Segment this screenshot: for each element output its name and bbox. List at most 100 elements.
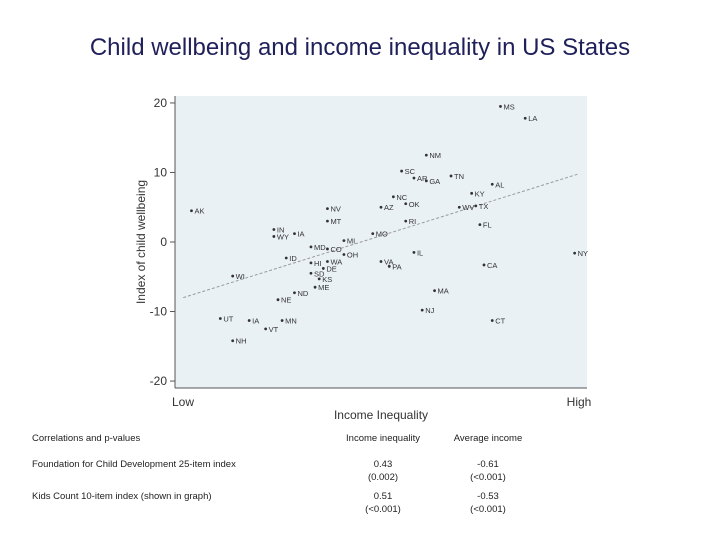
- data-point-label: UT: [223, 314, 233, 323]
- data-point: [280, 319, 284, 322]
- data-point-label: MO: [376, 230, 388, 239]
- scatter-chart: 20 10 0 -10 -20 Low High Income Inequality Index…: [134, 96, 591, 422]
- data-point-label: ME: [318, 283, 329, 292]
- data-point: [218, 317, 222, 320]
- data-point: [272, 235, 276, 238]
- data-point-label: GA: [429, 177, 440, 186]
- data-point-label: AR: [417, 174, 428, 183]
- data-point-label: VA: [384, 257, 393, 266]
- data-point-label: MS: [503, 102, 514, 111]
- data-point-label: KY: [475, 189, 485, 198]
- data-point: [523, 116, 527, 120]
- data-point: [470, 191, 474, 195]
- data-point: [326, 207, 329, 211]
- x-tick-label-low: Low: [172, 395, 194, 409]
- data-point: [424, 153, 428, 157]
- data-point: [490, 182, 494, 186]
- data-point: [433, 289, 436, 293]
- data-point: [276, 298, 280, 302]
- data-point-label: NH: [236, 337, 247, 346]
- data-point: [309, 271, 313, 275]
- data-point-label: AK: [194, 207, 204, 216]
- data-point-label: WA: [330, 257, 342, 266]
- data-point: [272, 228, 276, 231]
- data-point: [309, 261, 313, 265]
- data-point-label: NV: [330, 205, 340, 214]
- average-income-correlation: -0.53: [477, 491, 499, 502]
- data-point-label: TX: [479, 202, 489, 211]
- data-point-label: IA: [297, 230, 304, 239]
- data-point-label: NC: [396, 193, 407, 202]
- data-point: [482, 263, 486, 267]
- data-point: [379, 260, 383, 263]
- data-point: [309, 245, 313, 249]
- table-row: Foundation for Child Development 25-item…: [28, 458, 532, 490]
- data-point: [404, 202, 408, 206]
- data-point: [391, 195, 395, 199]
- data-point: [457, 205, 461, 209]
- data-point-label: ND: [297, 289, 308, 298]
- data-point-label: CO: [330, 245, 341, 254]
- data-point-label: KS: [322, 275, 332, 284]
- page-title: Child wellbeing and income inequality in…: [89, 34, 631, 61]
- data-point: [420, 308, 424, 312]
- data-point: [379, 205, 383, 209]
- table-header-label: Correlations and p-values: [32, 433, 141, 444]
- trend-line: [183, 173, 579, 299]
- average-income-cell: -0.53 (<0.001): [438, 490, 538, 516]
- data-point: [231, 339, 235, 343]
- data-point-label: WI: [236, 272, 245, 281]
- data-point-label: CA: [487, 261, 497, 270]
- data-point-label: VT: [269, 325, 279, 334]
- data-point-label: OK: [409, 200, 420, 209]
- data-point: [499, 105, 502, 108]
- data-point-label: MA: [438, 287, 449, 296]
- plot-area: [175, 96, 587, 388]
- data-point-label: IN: [277, 225, 285, 234]
- data-point: [284, 256, 288, 260]
- data-point: [412, 251, 416, 254]
- data-point: [190, 209, 193, 213]
- data-point-label: PA: [392, 262, 401, 271]
- average-income-cell: -0.61 (<0.001): [438, 458, 538, 484]
- data-point-label: IL: [417, 248, 423, 257]
- data-point: [490, 319, 494, 322]
- data-point-label: AL: [495, 180, 504, 189]
- data-point-label: WY: [277, 232, 289, 241]
- data-point: [474, 204, 478, 208]
- y-tick-label: 10: [154, 165, 168, 179]
- inequality-cell: 0.51 (<0.001): [328, 490, 438, 516]
- data-point-label: AZ: [384, 203, 394, 212]
- data-point-label: MD: [314, 243, 326, 252]
- table-header-inequality: Income inequality: [346, 433, 420, 444]
- data-point: [371, 232, 375, 236]
- data-point: [478, 223, 482, 227]
- data-point: [317, 277, 321, 281]
- data-point: [342, 239, 346, 243]
- data-point: [264, 327, 268, 331]
- data-point-label: NY: [578, 249, 588, 258]
- data-point-label: CT: [495, 317, 505, 326]
- data-point-label: MI: [347, 237, 355, 246]
- data-point-label: TN: [454, 172, 464, 181]
- data-point: [404, 219, 408, 223]
- data-point-label: OH: [347, 251, 358, 260]
- data-point: [326, 260, 329, 263]
- data-point: [449, 174, 453, 178]
- data-point: [321, 267, 325, 270]
- inequality-cell: 0.43 (0.002): [328, 458, 438, 484]
- y-tick-label: 20: [154, 96, 168, 110]
- table-header-average-income: Average income: [453, 433, 523, 444]
- data-point-label: MN: [285, 317, 297, 326]
- data-point-label: MT: [330, 217, 341, 226]
- average-income-correlation: -0.61: [477, 459, 499, 470]
- data-point: [342, 253, 346, 256]
- inequality-p-value: (0.002): [367, 472, 399, 483]
- data-point-label: WV: [462, 203, 474, 212]
- data-point: [293, 291, 296, 295]
- inequality-correlation: 0.51: [373, 491, 393, 502]
- table-header-row: Correlations and p-values Income inequal…: [28, 432, 532, 458]
- data-point: [424, 179, 428, 183]
- average-income-p-value: (<0.001): [470, 504, 506, 515]
- y-tick-label: -20: [150, 374, 168, 388]
